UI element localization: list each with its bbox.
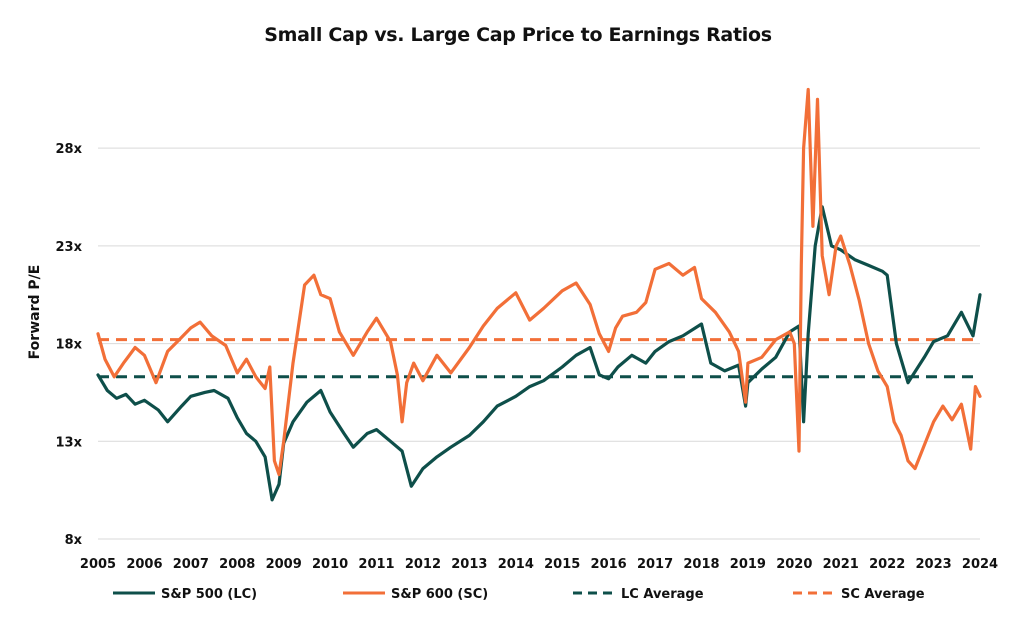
x-tick-label: 2010	[312, 557, 348, 572]
y-axis-title: Forward P/E	[27, 265, 43, 360]
x-tick-label: 2024	[962, 557, 998, 572]
x-tick-label: 2017	[637, 557, 673, 572]
legend-item: S&P 500 (LC)	[113, 587, 257, 602]
series-lines	[96, 87, 982, 502]
legend-item: LC Average	[573, 587, 704, 602]
y-tick-label: 18x	[56, 338, 83, 353]
x-tick-label: 2006	[126, 557, 162, 572]
x-tick-label: 2022	[869, 557, 905, 572]
x-tick-label: 2015	[544, 557, 580, 572]
y-tick-label: 23x	[56, 240, 83, 255]
legend-label: LC Average	[621, 587, 704, 602]
gridlines	[98, 147, 980, 540]
series-line-sc	[96, 87, 982, 477]
x-tick-label: 2014	[498, 557, 534, 572]
y-tick-label: 8x	[65, 533, 83, 548]
legend-item: S&P 600 (SC)	[343, 587, 488, 602]
x-tick-label: 2018	[683, 557, 719, 572]
legend-label: S&P 500 (LC)	[161, 587, 257, 602]
legend: S&P 500 (LC) S&P 600 (SC) LC Average SC Ave…	[113, 587, 925, 602]
y-tick-label: 28x	[56, 142, 83, 157]
x-tick-label: 2008	[219, 557, 255, 572]
x-tick-label: 2023	[915, 557, 951, 572]
chart-title: Small Cap vs. Large Cap Price to Earning…	[264, 24, 772, 46]
x-tick-label: 2012	[405, 557, 441, 572]
series-line-lc	[96, 205, 982, 502]
legend-label: S&P 600 (SC)	[391, 587, 488, 602]
y-axis: 8x 13x 18x 23x 28x	[56, 142, 83, 548]
legend-item: SC Average	[793, 587, 925, 602]
x-tick-label: 2013	[451, 557, 487, 572]
x-tick-label: 2005	[80, 557, 116, 572]
x-tick-label: 2009	[266, 557, 302, 572]
x-tick-label: 2021	[823, 557, 859, 572]
legend-label: SC Average	[841, 587, 925, 602]
x-tick-label: 2019	[730, 557, 766, 572]
x-tick-label: 2020	[776, 557, 812, 572]
y-tick-label: 13x	[56, 435, 83, 450]
x-tick-label: 2016	[591, 557, 627, 572]
x-tick-label: 2007	[173, 557, 209, 572]
average-lines	[98, 338, 980, 379]
x-tick-label: 2011	[358, 557, 394, 572]
x-axis: 2005 2006 2007 2008 2009 2010 2011 2012 2013 2014…	[80, 557, 998, 572]
